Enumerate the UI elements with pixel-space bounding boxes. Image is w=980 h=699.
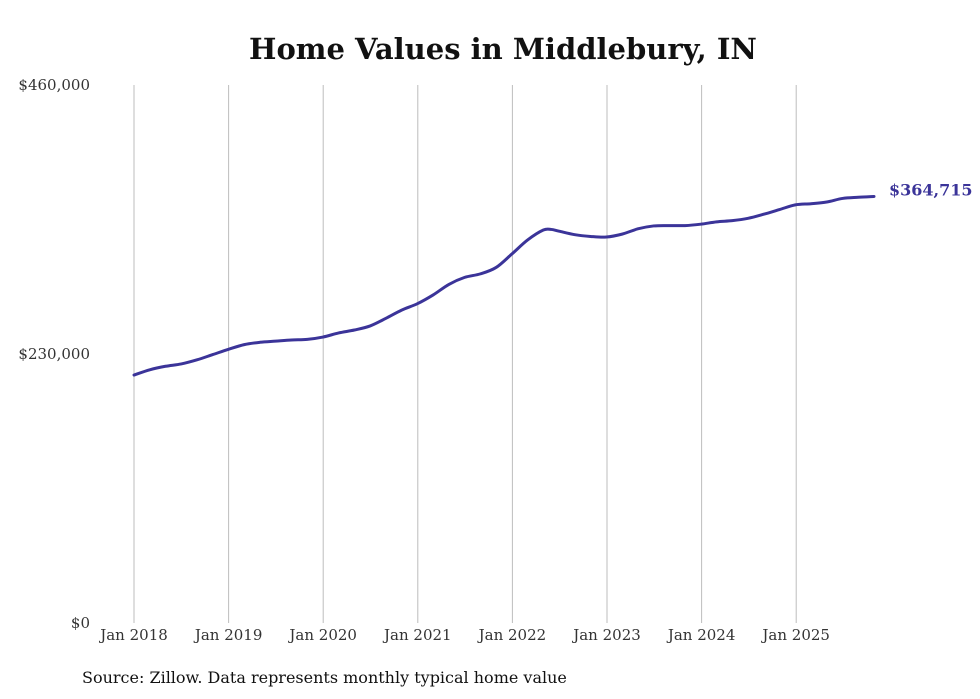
x-tick-label: Jan 2020 — [287, 626, 357, 644]
chart-title: Home Values in Middlebury, IN — [249, 32, 757, 66]
x-axis-ticks: Jan 2018 Jan 2019 Jan 2020 Jan 2021 Jan 2022… — [98, 626, 830, 644]
y-tick-label: $460,000 — [18, 76, 90, 94]
y-tick-label: $0 — [71, 614, 90, 632]
x-tick-label: Jan 2025 — [760, 626, 830, 644]
home-value-series-line — [132, 194, 876, 377]
x-tick-label: Jan 2022 — [477, 626, 547, 644]
y-axis-ticks: $0 $230,000 $460,000 — [18, 76, 90, 632]
x-tick-label: Jan 2023 — [571, 626, 641, 644]
source-note: Source: Zillow. Data represents monthly … — [82, 668, 567, 687]
x-tick-label: Jan 2018 — [98, 626, 168, 644]
y-tick-label: $230,000 — [18, 345, 90, 363]
grid-layer — [133, 85, 797, 623]
x-tick-label: Jan 2021 — [382, 626, 452, 644]
end-value-label: $364,715 — [889, 180, 973, 199]
x-tick-label: Jan 2024 — [666, 626, 736, 644]
x-tick-label: Jan 2019 — [193, 626, 263, 644]
